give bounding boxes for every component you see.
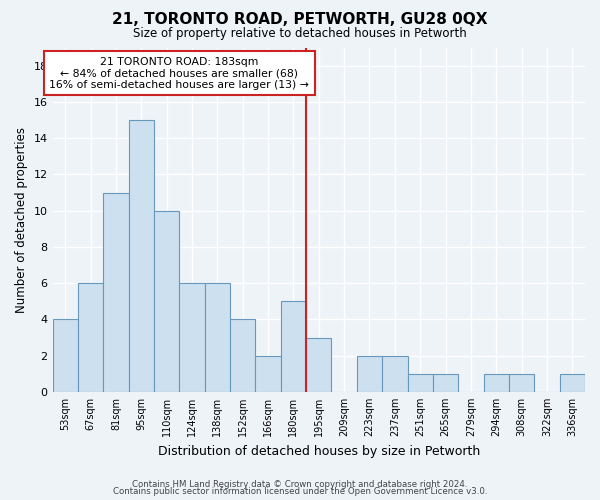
Bar (154, 210, 179, 392)
Bar (560, 374, 585, 392)
Text: Contains public sector information licensed under the Open Government Licence v3: Contains public sector information licen… (113, 487, 487, 496)
Bar (357, 356, 382, 392)
Text: 21, TORONTO ROAD, PETWORTH, GU28 0QX: 21, TORONTO ROAD, PETWORTH, GU28 0QX (112, 12, 488, 28)
Bar (382, 356, 407, 392)
Y-axis label: Number of detached properties: Number of detached properties (15, 126, 28, 312)
Text: 21 TORONTO ROAD: 183sqm
← 84% of detached houses are smaller (68)
16% of semi-de: 21 TORONTO ROAD: 183sqm ← 84% of detache… (49, 56, 309, 90)
Bar (256, 356, 281, 392)
Text: Contains HM Land Registry data © Crown copyright and database right 2024.: Contains HM Land Registry data © Crown c… (132, 480, 468, 489)
X-axis label: Distribution of detached houses by size in Petworth: Distribution of detached houses by size … (158, 444, 480, 458)
Bar (407, 374, 433, 392)
Text: Size of property relative to detached houses in Petworth: Size of property relative to detached ho… (133, 28, 467, 40)
Bar (230, 320, 256, 392)
Bar (281, 302, 306, 392)
Bar (78, 283, 103, 392)
Bar (53, 320, 78, 392)
Bar (509, 374, 534, 392)
Bar (306, 338, 331, 392)
Bar (484, 374, 509, 392)
Bar (433, 374, 458, 392)
Bar (205, 283, 230, 392)
Bar (103, 192, 128, 392)
Bar (128, 120, 154, 392)
Bar (179, 283, 205, 392)
